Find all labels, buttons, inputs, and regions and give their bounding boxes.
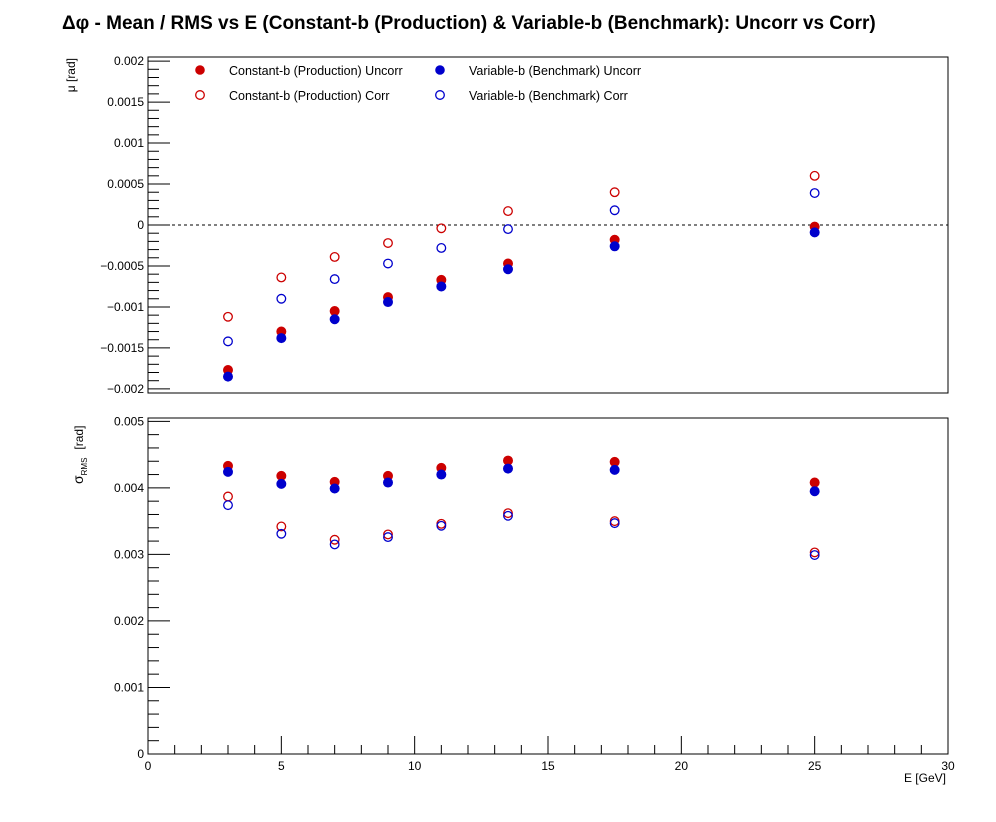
mean-point-uncorr	[276, 333, 287, 344]
mean-y-tick-label: −0.0005	[100, 259, 144, 273]
rms-y-axis-label-unit: [rad]	[72, 426, 86, 450]
mean-point-uncorr	[436, 281, 447, 292]
rms-point-corr	[503, 508, 513, 519]
rms-y-tick-label: 0.002	[114, 614, 144, 628]
legend-label: Variable-b (Benchmark) Uncorr	[469, 64, 641, 78]
rms-y-axis-label: σRMS [rad]	[70, 426, 89, 484]
rms-point-uncorr	[609, 464, 620, 475]
rms-panel-y-ticks: 0.005 0.004 0.003 0.002 0.001 0	[114, 414, 170, 761]
mean-panel-y-ticks: 0.002 0.0015 0.001 0.0005 0 −0.0005 −0.001 −0.0…	[100, 54, 170, 396]
legend-marker	[435, 65, 445, 75]
mean-point-uncorr	[809, 227, 820, 238]
x-tick-label: 30	[941, 759, 955, 773]
x-axis-ticks: 0 5 10 15 20 25 30	[145, 736, 955, 773]
mean-point-corr	[436, 223, 447, 234]
mean-point-uncorr	[609, 241, 620, 252]
rms-point-corr	[609, 518, 620, 529]
rms-y-tick-label: 0	[137, 747, 144, 761]
mean-y-tick-label: 0.0015	[107, 95, 144, 109]
legend-label: Constant-b (Production) Uncorr	[229, 64, 403, 78]
mean-panel: 0.002 0.0015 0.001 0.0005 0 −0.0005 −0.001 −0.0…	[64, 54, 949, 396]
mean-point-uncorr	[383, 297, 393, 308]
rms-point-corr	[223, 500, 233, 511]
rms-y-tick-label: 0.004	[114, 481, 144, 495]
x-tick-label: 0	[145, 759, 152, 773]
rms-point-corr	[383, 529, 393, 540]
x-tick-label: 5	[278, 759, 285, 773]
rms-point-uncorr	[436, 469, 447, 480]
legend: Constant-b (Production) Uncorr Variable-b…	[195, 64, 641, 103]
x-tick-label: 20	[675, 759, 689, 773]
rms-point-uncorr	[223, 466, 233, 477]
x-axis-label: E [GeV]	[904, 771, 946, 785]
mean-point-corr	[809, 188, 820, 198]
mean-y-tick-label: 0.0005	[107, 177, 144, 191]
rms-point-uncorr	[809, 477, 820, 488]
rms-point-corr	[383, 532, 393, 543]
mean-point-corr	[329, 252, 340, 262]
rms-point-uncorr	[383, 477, 393, 488]
mean-point-corr	[503, 206, 513, 217]
x-tick-label: 25	[808, 759, 822, 773]
mean-point-uncorr	[503, 264, 513, 275]
rms-point-corr	[276, 521, 287, 532]
mean-y-tick-label: −0.001	[107, 300, 144, 314]
mean-y-tick-label: 0	[137, 218, 144, 232]
legend-label: Variable-b (Benchmark) Corr	[469, 89, 628, 103]
mean-point-corr	[276, 272, 287, 283]
rms-point-uncorr	[809, 486, 820, 497]
mean-point-corr	[276, 293, 287, 304]
mean-point-corr	[809, 170, 820, 181]
mean-point-corr	[436, 242, 447, 253]
legend-marker	[195, 65, 205, 75]
mean-y-tick-label: 0.001	[114, 136, 144, 150]
rms-y-axis-label-sub: RMS	[80, 458, 89, 476]
mean-y-axis-label: μ [rad]	[64, 58, 78, 92]
rms-y-tick-label: 0.005	[114, 414, 144, 428]
rms-point-corr	[329, 534, 340, 545]
mean-point-corr	[609, 205, 620, 216]
rms-y-tick-label: 0.003	[114, 547, 144, 561]
rms-panel-points	[223, 455, 820, 561]
rms-point-corr	[276, 528, 287, 539]
legend-marker	[435, 90, 445, 100]
chart-title: Δφ - Mean / RMS vs E (Constant-b (Produc…	[62, 13, 876, 34]
rms-point-uncorr	[276, 478, 287, 489]
mean-point-corr	[329, 274, 340, 285]
x-tick-label: 10	[408, 759, 422, 773]
rms-point-uncorr	[329, 483, 340, 494]
rms-point-corr	[503, 510, 513, 521]
mean-point-corr	[383, 258, 393, 269]
mean-y-tick-label: −0.002	[107, 382, 144, 396]
rms-point-corr	[809, 550, 820, 561]
mean-point-corr	[383, 238, 393, 248]
mean-point-corr	[223, 336, 233, 347]
rms-point-corr	[809, 547, 820, 558]
mean-point-corr	[223, 311, 233, 322]
rms-y-axis-label-main: σ	[70, 475, 86, 484]
mean-point-corr	[503, 224, 513, 235]
legend-label: Constant-b (Production) Corr	[229, 89, 389, 103]
legend-marker	[195, 90, 205, 100]
mean-point-corr	[609, 187, 620, 198]
rms-point-corr	[329, 539, 340, 550]
mean-point-uncorr	[223, 371, 233, 382]
x-tick-label: 15	[541, 759, 555, 773]
mean-panel-points	[223, 170, 820, 382]
mean-point-uncorr	[329, 306, 340, 317]
rms-y-tick-label: 0.001	[114, 680, 144, 694]
mean-y-tick-label: −0.0015	[100, 341, 144, 355]
rms-point-corr	[436, 520, 447, 531]
mean-y-tick-label: 0.002	[114, 54, 144, 68]
mean-point-uncorr	[329, 314, 340, 325]
rms-point-uncorr	[503, 463, 513, 474]
